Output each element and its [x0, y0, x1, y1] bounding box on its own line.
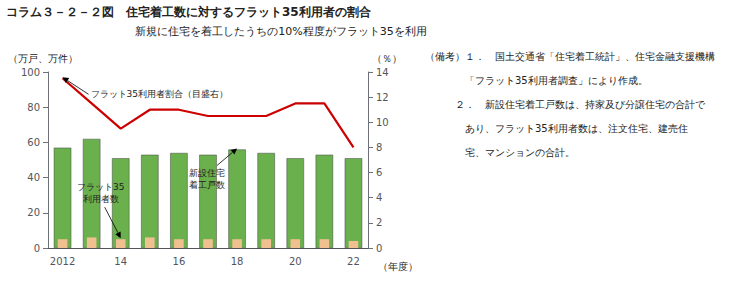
svg-text:20: 20: [27, 207, 40, 218]
svg-text:20: 20: [289, 256, 302, 267]
svg-text:新規に住宅を着工したうちの10%程度がフラット35を利用: 新規に住宅を着工したうちの10%程度がフラット35を利用: [135, 25, 426, 38]
svg-text:２． 新設住宅着工戸数は、持家及び分譲住宅の合計で: ２． 新設住宅着工戸数は、持家及び分譲住宅の合計で: [425, 99, 706, 110]
svg-text:新設住宅: 新設住宅: [189, 168, 225, 178]
svg-text:18: 18: [231, 256, 244, 267]
svg-text:2012: 2012: [50, 256, 75, 267]
svg-text:16: 16: [173, 256, 186, 267]
svg-text:4: 4: [376, 192, 382, 203]
svg-text:60: 60: [27, 137, 40, 148]
svg-text:コラム３－２－２図 住宅着工数に対するフラット35利用者の割: コラム３－２－２図 住宅着工数に対するフラット35利用者の割合: [6, 5, 372, 19]
svg-text:10: 10: [376, 117, 389, 128]
svg-text:フラット35利用者割合（目盛右）: フラット35利用者割合（目盛右）: [91, 89, 228, 99]
svg-text:（備考）１． 国土交通省「住宅着工統計」、住宅金融支援機構: （備考）１． 国土交通省「住宅着工統計」、住宅金融支援機構: [425, 51, 715, 62]
svg-text:0: 0: [376, 243, 382, 254]
svg-text:2: 2: [376, 217, 382, 228]
svg-text:利用者数: 利用者数: [83, 194, 119, 204]
svg-text:あり、フラット35利用者数は、注文住宅、建売住: あり、フラット35利用者数は、注文住宅、建売住: [425, 123, 688, 134]
svg-text:100: 100: [21, 67, 40, 78]
svg-text:80: 80: [27, 102, 40, 113]
svg-text:0: 0: [34, 243, 40, 254]
svg-text:フラット35: フラット35: [77, 182, 124, 192]
svg-text:（万戸、万件）: （万戸、万件）: [8, 53, 78, 64]
svg-text:22: 22: [347, 256, 360, 267]
svg-text:（％）: （％）: [372, 53, 402, 64]
svg-text:「フラット35利用者調査」により作成。: 「フラット35利用者調査」により作成。: [425, 75, 648, 86]
svg-text:宅、マンションの合計。: 宅、マンションの合計。: [425, 147, 575, 158]
svg-text:6: 6: [376, 167, 382, 178]
svg-text:（年度）: （年度）: [378, 261, 418, 272]
svg-text:14: 14: [114, 256, 127, 267]
svg-text:14: 14: [376, 67, 389, 78]
svg-text:8: 8: [376, 142, 382, 153]
svg-text:40: 40: [27, 172, 40, 183]
svg-text:12: 12: [376, 92, 389, 103]
svg-text:着工戸数: 着工戸数: [189, 180, 225, 190]
